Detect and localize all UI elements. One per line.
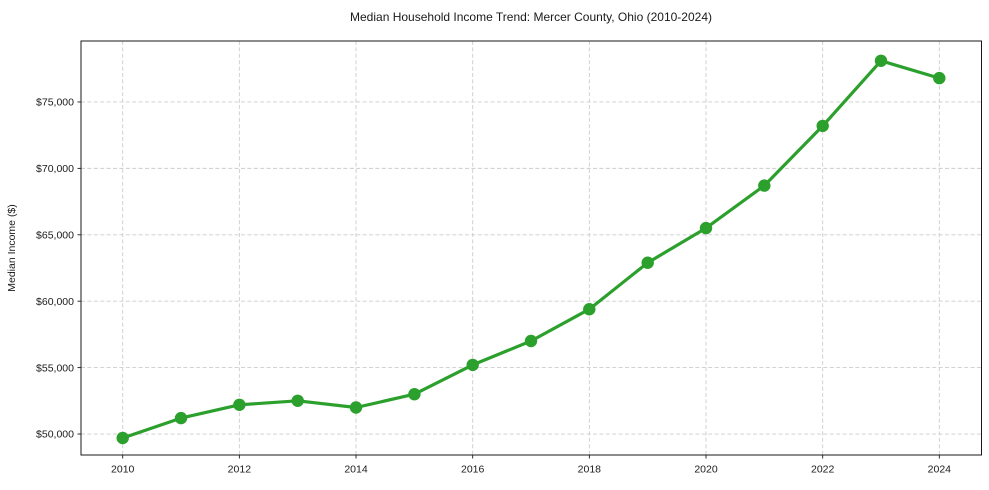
- chart-title: Median Household Income Trend: Mercer Co…: [350, 10, 712, 24]
- data-point-2022: [816, 119, 829, 133]
- data-point-2023: [874, 54, 888, 67]
- y-tick-label: $70,000: [36, 163, 74, 175]
- x-tick-label: 2014: [344, 464, 368, 476]
- axes: 2010 2012 2014 2016 2018 2020 2022 2024 $50,000 $…: [36, 40, 982, 476]
- x-tick-label: 2010: [111, 464, 135, 476]
- data-series: [116, 54, 946, 445]
- data-point-2016: [466, 358, 479, 372]
- y-tick-label: $60,000: [36, 296, 74, 308]
- x-tick-label: 2018: [578, 464, 602, 476]
- x-tick-label: 2020: [694, 464, 718, 476]
- gridlines: [81, 41, 982, 455]
- y-tick-label: $65,000: [36, 229, 74, 241]
- data-point-2019: [641, 256, 654, 269]
- x-tick-label: 2016: [461, 464, 485, 476]
- data-point-2021: [758, 179, 771, 192]
- data-point-2013: [291, 394, 304, 407]
- data-point-2015: [408, 388, 421, 401]
- data-point-2012: [233, 398, 246, 411]
- data-point-2010: [116, 431, 129, 445]
- data-point-2018: [583, 303, 596, 316]
- y-tick-label: $50,000: [36, 429, 74, 441]
- x-tick-label: 2022: [811, 464, 835, 476]
- data-point-2020: [699, 221, 713, 235]
- y-tick-label: $75,000: [36, 97, 74, 109]
- series-line: [121, 59, 941, 440]
- data-point-2024: [933, 71, 946, 85]
- x-tick-label: 2024: [928, 464, 952, 476]
- y-axis-label: Median Income ($): [6, 204, 18, 292]
- data-point-2017: [524, 334, 538, 348]
- data-point-2014: [349, 401, 363, 414]
- y-tick-label: $55,000: [36, 362, 74, 374]
- plot-border: [80, 40, 982, 456]
- data-point-2011: [174, 411, 188, 425]
- x-tick-label: 2012: [228, 464, 252, 476]
